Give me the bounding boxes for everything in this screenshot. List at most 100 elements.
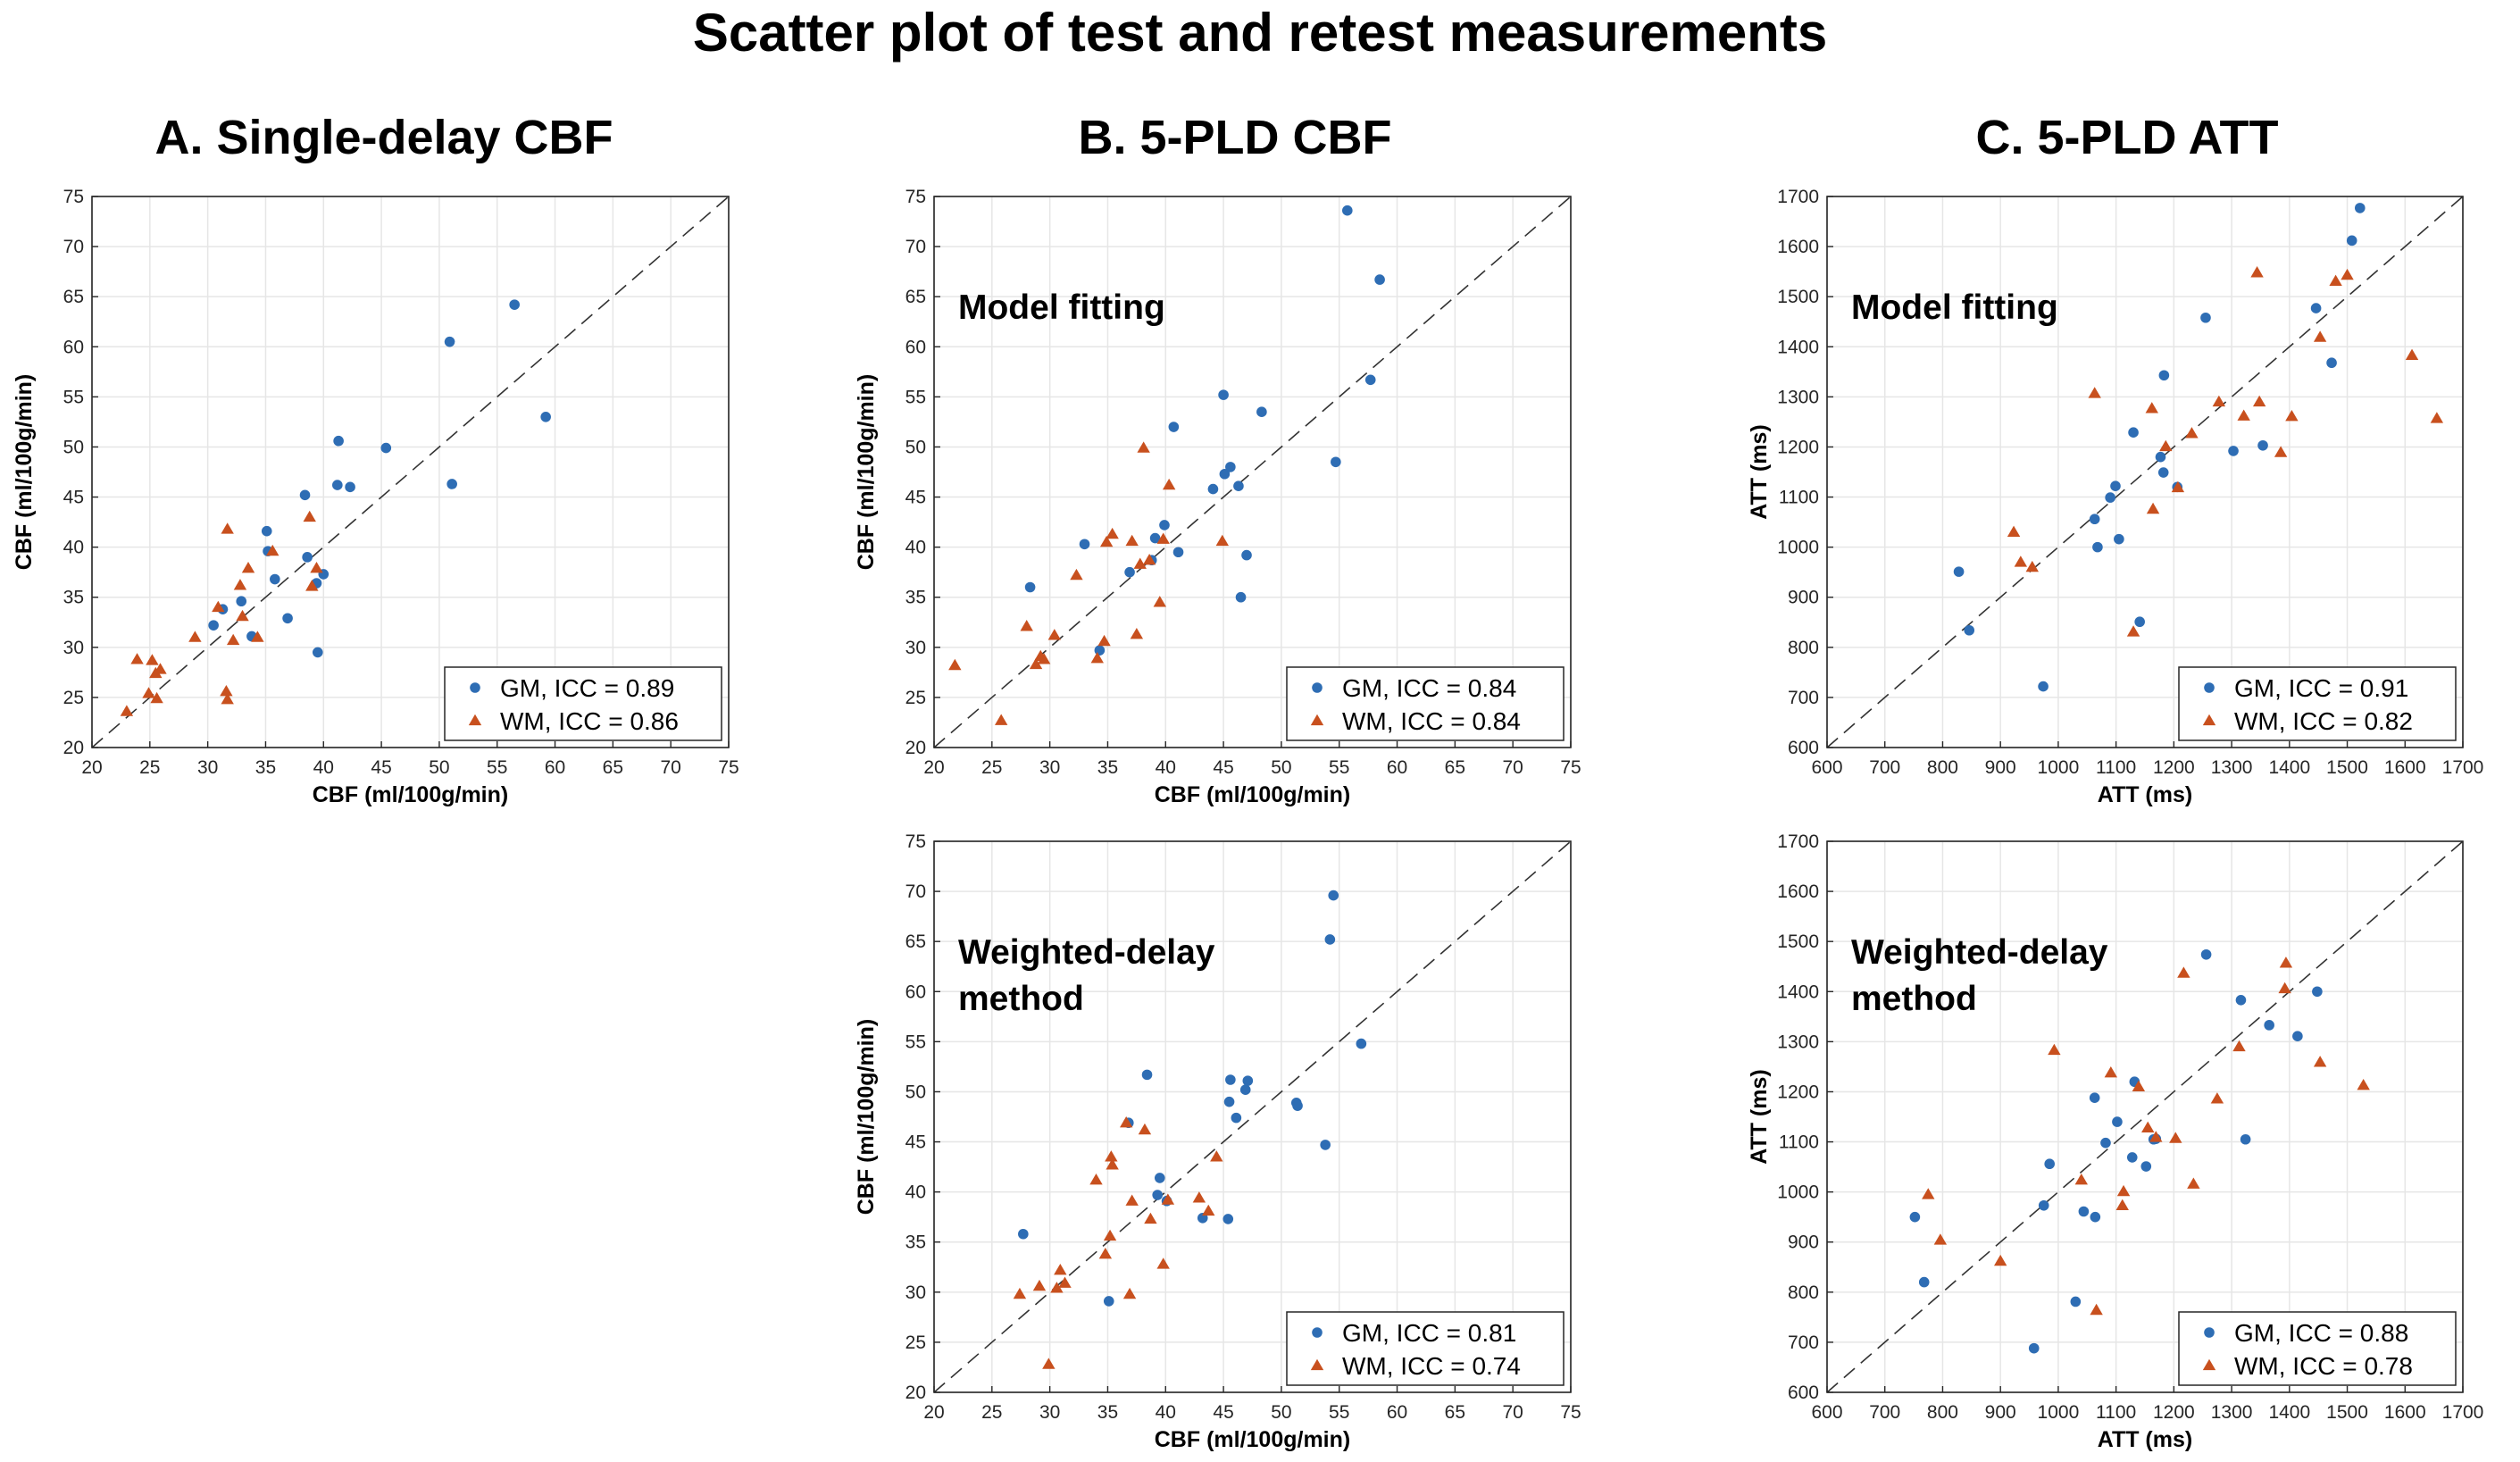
wm-point <box>2116 1184 2131 1197</box>
wm-point <box>303 510 316 522</box>
legend-wm-marker <box>1310 1358 1324 1371</box>
gm-point <box>1024 581 1036 593</box>
y-axis-label: CBF (ml/100g/min) <box>12 374 37 570</box>
wm-point <box>2149 1131 2163 1142</box>
wm-point <box>1070 568 1083 581</box>
wm-point <box>1125 534 1139 547</box>
x-tick-label: 900 <box>1985 757 2016 778</box>
wm-point <box>1144 1212 1157 1224</box>
wm-point <box>2115 1199 2129 1210</box>
wm-point <box>2007 525 2021 537</box>
y-tick-label: 60 <box>63 337 84 357</box>
wm-point <box>1137 441 1150 453</box>
gm-point <box>1168 422 1180 432</box>
gm-point <box>1292 1100 1303 1111</box>
x-tick-label: 40 <box>313 757 334 778</box>
gm-point <box>1239 1084 1251 1096</box>
y-tick-label: 25 <box>905 1333 926 1353</box>
gm-point <box>1320 1140 1331 1150</box>
y-tick-label: 35 <box>63 588 84 608</box>
x-tick-label: 60 <box>1387 1402 1407 1423</box>
x-tick-label: 35 <box>1097 1402 1118 1423</box>
y-tick-label: 1700 <box>1777 187 1819 207</box>
gm-point <box>2200 948 2212 960</box>
y-tick-label: 55 <box>63 387 84 407</box>
identity-line <box>1826 840 2464 1393</box>
x-axis-label: ATT (ms) <box>2098 1427 2192 1452</box>
panel-annotation: Model fitting <box>1851 288 2058 327</box>
x-tick-label: 50 <box>1271 757 1291 778</box>
y-tick-label: 1600 <box>1777 881 1819 902</box>
gm-point <box>2070 1296 2082 1307</box>
x-tick-label: 70 <box>661 757 681 778</box>
x-tick-label: 1300 <box>2211 757 2253 778</box>
gm-point <box>345 481 355 493</box>
y-tick-label: 800 <box>1788 1282 1819 1303</box>
y-tick-label: 600 <box>1788 1383 1819 1403</box>
legend-label: GM, ICC = 0.84 <box>1342 674 1516 702</box>
wm-point <box>2313 1056 2327 1067</box>
x-tick-label: 1500 <box>2326 757 2368 778</box>
identity-line <box>91 196 730 748</box>
wm-point <box>221 522 234 534</box>
gm-point <box>1152 1190 1163 1200</box>
wm-point <box>1162 478 1176 490</box>
x-tick-label: 55 <box>1329 1402 1349 1423</box>
gm-point <box>1141 1069 1153 1081</box>
gm-point <box>1235 591 1247 603</box>
y-tick-label: 65 <box>63 287 84 307</box>
wm-point <box>2252 395 2266 407</box>
gm-point <box>1964 624 1975 636</box>
x-tick-label: 1100 <box>2096 1402 2136 1423</box>
gm-point <box>1223 1096 1235 1107</box>
gm-point <box>1159 520 1170 530</box>
gm-point <box>2134 616 2145 628</box>
legend-gm-marker <box>1312 1327 1323 1338</box>
x-tick-label: 65 <box>1445 1402 1465 1423</box>
legend-label: WM, ICC = 0.84 <box>1342 707 1521 735</box>
y-tick-label: 900 <box>1788 588 1819 608</box>
gm-point <box>2089 514 2100 525</box>
gm-point <box>2038 681 2049 692</box>
gm-point <box>236 596 247 607</box>
y-axis-label: CBF (ml/100g/min) <box>854 374 879 570</box>
chart-panel-c1: 600 700 800 900 1000 1100 1200 1300 1400 1500 1600… <box>1747 187 2483 807</box>
x-tick-label: 70 <box>1503 1402 1523 1423</box>
x-tick-label: 50 <box>1271 1402 1291 1423</box>
axes-box <box>1826 196 2464 748</box>
gm-point <box>282 613 293 624</box>
gm-point <box>2240 1133 2251 1145</box>
legend-label: GM, ICC = 0.91 <box>2234 674 2408 702</box>
gm-point <box>380 442 392 454</box>
wm-point <box>1161 1193 1175 1205</box>
gm-point <box>509 299 520 310</box>
gm-point <box>1219 468 1231 480</box>
x-tick-label: 1700 <box>2442 1402 2484 1423</box>
gm-point <box>2044 1158 2055 1170</box>
identity-line <box>1826 196 2464 748</box>
wm-point <box>2074 1173 2088 1185</box>
wm-point <box>2025 560 2039 572</box>
x-tick-label: 1400 <box>2268 757 2310 778</box>
y-tick-label: 50 <box>905 1082 926 1102</box>
y-tick-label: 55 <box>905 387 926 407</box>
wm-point <box>2313 330 2327 342</box>
wm-point <box>2237 409 2250 421</box>
wm-point <box>226 633 240 646</box>
legend-box <box>2178 666 2457 741</box>
wm-point <box>1192 1191 1206 1203</box>
y-tick-label: 25 <box>63 688 84 708</box>
legend-box <box>1286 1311 1565 1386</box>
y-tick-label: 1400 <box>1777 337 1819 357</box>
wm-point <box>2159 439 2173 452</box>
x-axis-label: CBF (ml/100g/min) <box>1155 1427 1350 1452</box>
wm-point <box>1933 1233 1948 1245</box>
y-tick-label: 75 <box>905 187 926 207</box>
panel-annotation: method <box>958 980 1084 1018</box>
y-tick-label: 1100 <box>1779 1132 1819 1153</box>
legend-gm-marker <box>2204 1327 2215 1338</box>
gm-point <box>1909 1211 1921 1223</box>
gm-point <box>2228 446 2239 456</box>
gm-point <box>1331 456 1341 468</box>
y-tick-label: 65 <box>905 932 926 952</box>
